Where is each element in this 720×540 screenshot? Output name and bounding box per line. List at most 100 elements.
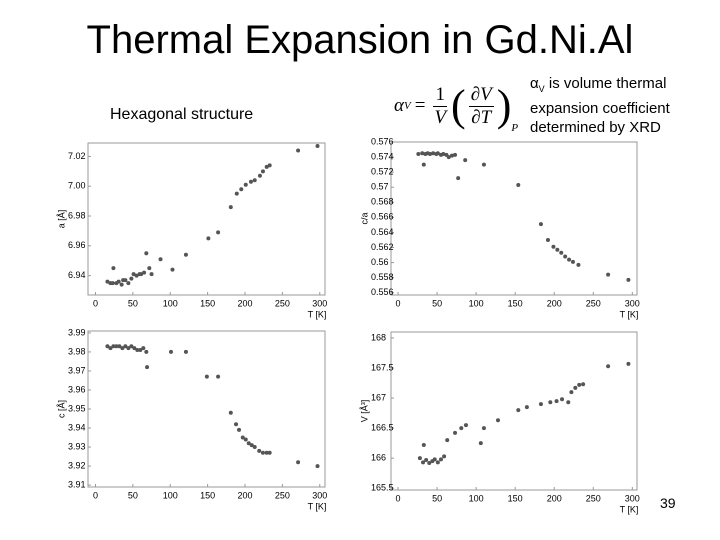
x-tick-label: 150: [200, 298, 215, 308]
y-tick-label: 0.556: [371, 287, 394, 297]
data-point: [243, 182, 248, 187]
data-point: [554, 399, 559, 404]
data-point: [260, 169, 265, 174]
data-point: [416, 152, 421, 157]
data-point: [158, 257, 163, 262]
data-point: [267, 163, 272, 168]
data-point: [417, 456, 422, 461]
data-point: [516, 182, 521, 187]
data-point: [206, 236, 211, 241]
x-tick-label: 50: [128, 298, 138, 308]
data-point: [626, 361, 631, 366]
x-tick-label: 250: [275, 298, 290, 308]
data-point: [421, 460, 426, 465]
data-point: [131, 272, 136, 277]
page-number: 39: [660, 495, 676, 511]
plot-frame: [390, 141, 638, 296]
x-tick-label: 300: [625, 298, 640, 308]
x-axis-label: T [K]: [620, 504, 639, 514]
data-point: [239, 187, 244, 192]
data-point: [441, 152, 446, 157]
plot-frame: [87, 330, 326, 488]
data-point: [296, 460, 301, 465]
data-point: [183, 252, 188, 257]
y-tick-label: 0.564: [371, 227, 394, 237]
x-axis-label: T [K]: [620, 309, 639, 319]
data-point: [264, 164, 269, 169]
data-point: [478, 441, 483, 446]
data-point: [237, 427, 242, 432]
data-point: [147, 266, 152, 271]
formula-equals: =: [414, 95, 426, 116]
data-point: [296, 148, 301, 153]
data-point: [569, 390, 574, 395]
data-point: [117, 344, 122, 349]
data-point: [248, 179, 253, 184]
y-tick-label: 0.576: [371, 136, 394, 146]
data-point: [432, 457, 437, 462]
data-point: [183, 349, 188, 354]
data-point: [567, 257, 572, 262]
x-tick-label: 250: [586, 298, 601, 308]
data-point: [105, 279, 110, 284]
data-point: [559, 250, 564, 255]
data-point: [139, 272, 144, 277]
data-point: [138, 348, 143, 353]
y-tick-label: 6.98: [68, 210, 86, 220]
data-point: [456, 176, 461, 181]
x-tick-label: 0: [396, 298, 401, 308]
data-point: [421, 442, 426, 447]
data-point: [435, 151, 440, 156]
data-point: [126, 346, 131, 351]
data-point: [149, 272, 154, 277]
data-point: [421, 162, 426, 167]
note-symbol: α: [530, 75, 539, 92]
data-point: [129, 344, 134, 349]
y-tick-label: 168: [371, 332, 386, 342]
x-tick-label: 100: [163, 490, 178, 500]
data-point: [573, 385, 578, 390]
x-tick-label: 200: [547, 493, 562, 503]
data-point: [420, 151, 425, 156]
y-tick-label: 3.91: [68, 479, 86, 489]
x-axis-label: T [K]: [308, 309, 327, 319]
x-tick-label: 100: [469, 493, 484, 503]
x-tick-label: 100: [163, 298, 178, 308]
formula-partial: ∂V ∂T: [468, 83, 494, 129]
x-axis-label: T [K]: [308, 501, 327, 511]
y-tick-label: 3.93: [68, 441, 86, 451]
formula-partial-num: ∂V: [468, 83, 494, 107]
x-tick-label: 0: [93, 298, 98, 308]
data-point: [142, 270, 147, 275]
data-point: [134, 273, 139, 278]
formula-numerator: 1: [433, 83, 447, 107]
data-point: [577, 382, 582, 387]
data-point: [129, 276, 134, 281]
y-tick-label: 0.568: [371, 197, 394, 207]
data-point: [228, 205, 233, 210]
data-point: [555, 247, 560, 252]
data-point: [576, 262, 581, 267]
data-point: [257, 173, 262, 178]
y-tick-label: 3.94: [68, 422, 86, 432]
x-tick-label: 250: [586, 493, 601, 503]
y-tick-label: 3.96: [68, 384, 86, 394]
note: αV is volume thermal expansion coefficie…: [530, 74, 710, 137]
data-point: [463, 423, 468, 428]
y-tick-label: 7.02: [68, 151, 86, 161]
data-point: [463, 158, 468, 163]
y-tick-label: 0.574: [371, 151, 394, 161]
data-point: [516, 408, 521, 413]
y-tick-label: 166.5: [371, 422, 394, 432]
x-tick-label: 50: [128, 490, 138, 500]
data-point: [111, 344, 116, 349]
x-tick-label: 0: [396, 493, 401, 503]
data-point: [216, 374, 221, 379]
y-axis-label: c/a: [359, 212, 369, 224]
data-point: [538, 222, 543, 227]
data-point: [144, 251, 149, 256]
